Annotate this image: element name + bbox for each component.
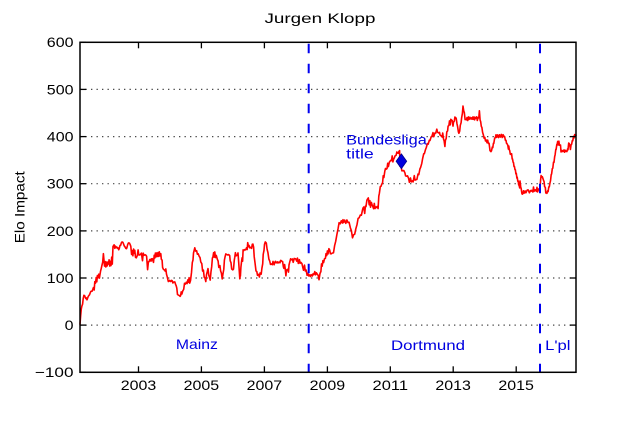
- svg-text:Jurgen Klopp: Jurgen Klopp: [265, 10, 376, 26]
- svg-text:Dortmund: Dortmund: [391, 337, 465, 353]
- svg-text:100: 100: [47, 270, 74, 286]
- svg-text:2009: 2009: [310, 377, 346, 393]
- svg-text:600: 600: [47, 34, 74, 50]
- svg-text:Elo Impact: Elo Impact: [12, 171, 28, 243]
- svg-text:2003: 2003: [121, 377, 157, 393]
- svg-text:500: 500: [47, 81, 74, 97]
- svg-text:2015: 2015: [498, 377, 534, 393]
- svg-text:400: 400: [47, 129, 74, 145]
- svg-text:2011: 2011: [373, 377, 409, 393]
- svg-text:0: 0: [65, 317, 74, 333]
- svg-text:Bundesliga: Bundesliga: [346, 132, 427, 148]
- svg-text:200: 200: [47, 223, 74, 239]
- svg-text:300: 300: [47, 176, 74, 192]
- svg-text:Mainz: Mainz: [176, 336, 218, 352]
- svg-text:−100: −100: [35, 364, 74, 380]
- svg-text:title: title: [346, 145, 374, 161]
- svg-text:2007: 2007: [247, 377, 283, 393]
- svg-text:2005: 2005: [184, 377, 220, 393]
- svg-text:L'pl: L'pl: [545, 337, 570, 353]
- svg-text:2013: 2013: [435, 377, 471, 393]
